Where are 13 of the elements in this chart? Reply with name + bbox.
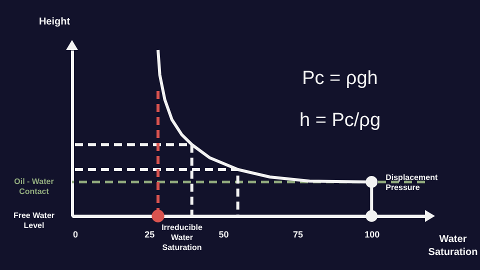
x-axis-title: Water Saturation [428,234,478,258]
x-tick-label: 50 [218,230,229,240]
annotation: Irreducible Water Saturation [162,223,204,252]
y-axis-title: Height [38,16,71,28]
x-tick-label: 25 [144,230,155,240]
annotation: Pc = ρgh [302,68,378,89]
annotation: h = Pc/ρg [299,110,381,131]
annotation: Displacement Pressure [386,172,438,192]
x-tick-label: 0 [72,230,78,240]
x-tick-label: 100 [364,230,380,240]
ref-line-label: Free Water Level [13,211,55,230]
ref-line-label: Oil - Water Contact [14,176,54,196]
x-tick-label: 75 [292,230,303,240]
